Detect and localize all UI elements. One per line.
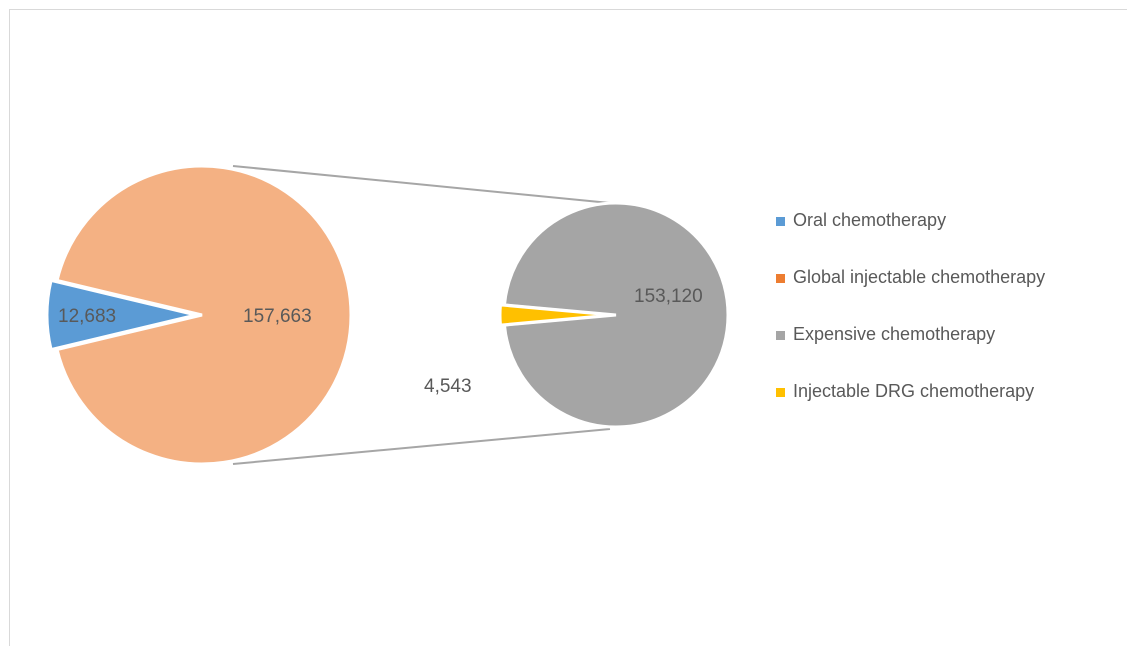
data-label-oral-chemotherapy: 12,683 <box>58 306 116 327</box>
legend-item-injectable-drg-chemotherapy[interactable]: Injectable DRG chemotherapy <box>776 381 1034 401</box>
pie-slice-expensive-chemotherapy[interactable] <box>502 201 730 429</box>
legend-label-expensive-chemotherapy: Expensive chemotherapy <box>793 324 995 344</box>
legend-swatch-oral-chemotherapy <box>776 217 785 226</box>
legend-label-oral-chemotherapy: Oral chemotherapy <box>793 210 946 230</box>
data-label-global-injectable-chemotherapy: 157,663 <box>243 306 312 327</box>
legend-swatch-injectable-drg-chemotherapy <box>776 388 785 397</box>
data-label-expensive-chemotherapy: 153,120 <box>634 286 703 307</box>
chart-border <box>9 9 1127 646</box>
connector-line-top <box>232 165 611 204</box>
pie-slice-oral-chemotherapy[interactable] <box>45 278 197 352</box>
legend: Oral chemotherapy Global injectable chemo… <box>776 210 1045 401</box>
connector-line-bottom <box>232 428 611 465</box>
legend-swatch-global-injectable-chemotherapy <box>776 274 785 283</box>
legend-item-global-injectable-chemotherapy[interactable]: Global injectable chemotherapy <box>776 267 1045 287</box>
legend-item-expensive-chemotherapy[interactable]: Expensive chemotherapy <box>776 324 995 344</box>
data-label-injectable-drg-chemotherapy: 4,543 <box>424 376 472 397</box>
pie-slice-global-injectable-chemotherapy[interactable] <box>55 164 353 466</box>
legend-item-oral-chemotherapy[interactable]: Oral chemotherapy <box>776 210 946 230</box>
pie-slice-injectable-drg-chemotherapy[interactable] <box>498 303 613 327</box>
legend-swatch-expensive-chemotherapy <box>776 331 785 340</box>
legend-label-injectable-drg-chemotherapy: Injectable DRG chemotherapy <box>793 381 1034 401</box>
legend-label-global-injectable-chemotherapy: Global injectable chemotherapy <box>793 267 1045 287</box>
